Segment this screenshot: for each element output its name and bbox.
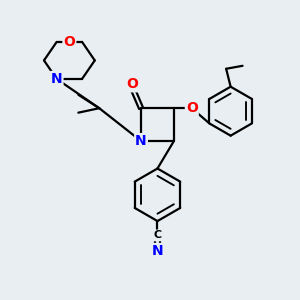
Text: O: O	[126, 77, 138, 91]
Text: C: C	[153, 230, 161, 240]
Text: O: O	[186, 101, 198, 115]
Text: N: N	[135, 134, 147, 148]
Text: O: O	[63, 35, 75, 49]
Text: N: N	[152, 244, 163, 258]
Text: N: N	[51, 72, 62, 86]
